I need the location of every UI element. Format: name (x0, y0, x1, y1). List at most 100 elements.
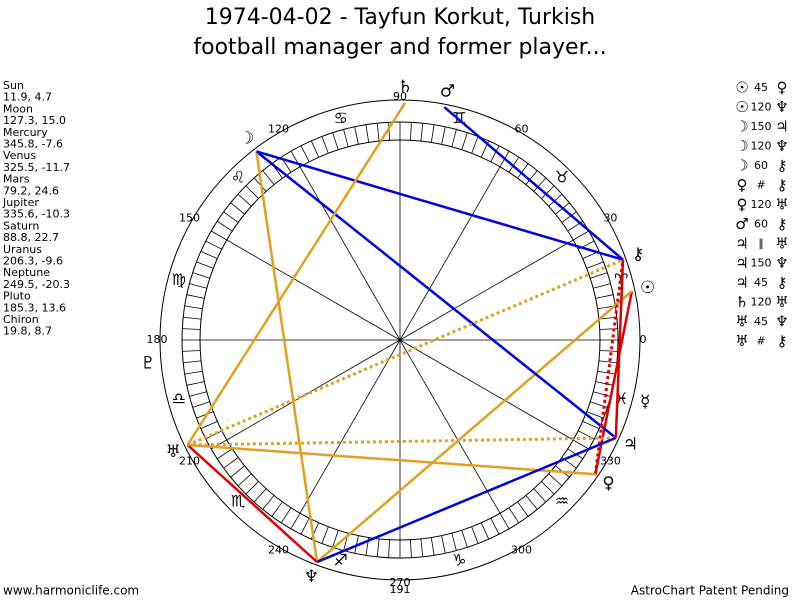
aspect-line (443, 106, 624, 261)
ring-tick (593, 391, 611, 397)
ring-tick (182, 328, 201, 330)
ring-tick (582, 420, 600, 430)
ring-tick (441, 535, 446, 554)
aspect-to: ⚷ (777, 176, 788, 194)
aspect-to: ♅ (775, 196, 788, 214)
planet-name: Sun (3, 79, 24, 92)
aspect-from: ♀ (737, 176, 748, 194)
planet-glyph: ♇ (140, 353, 155, 373)
aspect-line (255, 151, 319, 563)
planet-position: 325.5, -11.7 (3, 161, 70, 174)
ring-tick (376, 538, 380, 557)
aspect-line (255, 150, 617, 439)
ring-tick (599, 350, 618, 352)
ring-tick (280, 507, 292, 524)
ring-tick (561, 211, 577, 223)
ring-tick (525, 170, 538, 185)
aspect-line (186, 102, 407, 446)
ring-tick (183, 360, 202, 364)
ring-tick (186, 294, 205, 299)
ring-tick (508, 507, 520, 524)
aspect-from: ☉ (735, 98, 748, 116)
ring-tick (471, 136, 479, 154)
ring-tick (271, 501, 283, 517)
aspect-type: # (756, 335, 765, 348)
ring-tick (216, 448, 233, 460)
ring-tick (376, 123, 380, 142)
planet-position: 11.9, 4.7 (3, 91, 52, 104)
planet-name: Moon (3, 102, 33, 115)
ring-tick (216, 220, 233, 232)
aspect-to: ⚷ (777, 332, 788, 350)
outer-circle (159, 99, 641, 581)
sign-glyph: ♎ (172, 389, 186, 408)
planet-position: 249.5, -20.3 (3, 278, 70, 291)
planet-name: Mars (3, 173, 30, 186)
ring-tick (230, 202, 245, 215)
aspect-line (186, 444, 318, 563)
ring-tick (490, 145, 500, 162)
degree-label: 60 (515, 123, 529, 136)
ring-tick (310, 140, 320, 158)
ring-tick (223, 457, 239, 469)
ring-tick (586, 411, 604, 419)
planet-glyph: ☽ (239, 129, 254, 149)
aspect-line (186, 258, 624, 447)
aspect-from: ☽ (735, 118, 748, 136)
ring-tick (300, 145, 310, 162)
planet-glyph: ♂ (440, 81, 455, 101)
ring-tick (420, 538, 424, 557)
aspect-from: ♅ (735, 313, 748, 331)
ring-tick (471, 526, 479, 544)
degree-label: 210 (179, 455, 200, 468)
ring-tick (541, 481, 555, 495)
ring-tick (183, 316, 202, 320)
planet-name: Neptune (3, 266, 50, 279)
ring-tick (586, 261, 604, 269)
spoke (399, 166, 501, 341)
planet-position: 345.8, -7.6 (3, 138, 63, 151)
ring-tick (541, 185, 555, 199)
ring-tick (200, 420, 218, 430)
ring-tick (230, 465, 245, 478)
ring-tick (321, 526, 329, 544)
planet-name: Venus (3, 149, 36, 162)
ring-tick (533, 177, 547, 192)
ring-tick (451, 533, 457, 551)
planet-position: 79.2, 24.6 (3, 184, 59, 197)
aspect-to: ♆ (775, 137, 788, 155)
ring-tick (517, 501, 529, 517)
degree-label: 330 (600, 455, 621, 468)
degree-label: 120 (268, 123, 289, 136)
aspect-line (187, 436, 616, 447)
ring-tick (237, 473, 252, 487)
ring-tick (184, 305, 203, 310)
degree-label: 150 (179, 212, 200, 225)
ring-tick (499, 513, 510, 529)
ring-tick (548, 473, 563, 487)
aspect-from: ♅ (735, 332, 748, 350)
aspect-from: ♀ (737, 196, 748, 214)
aspect-line (614, 259, 625, 438)
ring-tick (595, 294, 614, 299)
ring-tick (525, 495, 538, 510)
planet-name: Saturn (3, 219, 39, 232)
aspect-from: ♃ (735, 235, 748, 253)
aspect-to: ⚷ (777, 215, 788, 233)
aspect-type: 150 (751, 257, 772, 270)
aspect-from: ♂ (735, 215, 748, 233)
aspect-line (187, 443, 596, 476)
spoke (226, 239, 401, 341)
ring-tick (189, 391, 207, 397)
planet-glyph: ☉ (640, 278, 655, 298)
degree-label: 300 (511, 543, 532, 556)
ring-tick (332, 132, 339, 150)
ring-tick (578, 430, 595, 440)
aspect-from: ☉ (735, 79, 748, 97)
ring-tick (573, 439, 589, 450)
ring-tick (321, 136, 329, 154)
ring-tick (430, 537, 435, 556)
ring-tick (245, 185, 259, 199)
title-line: football manager and former player... (193, 35, 606, 60)
sign-glyph: ♑ (452, 551, 466, 570)
